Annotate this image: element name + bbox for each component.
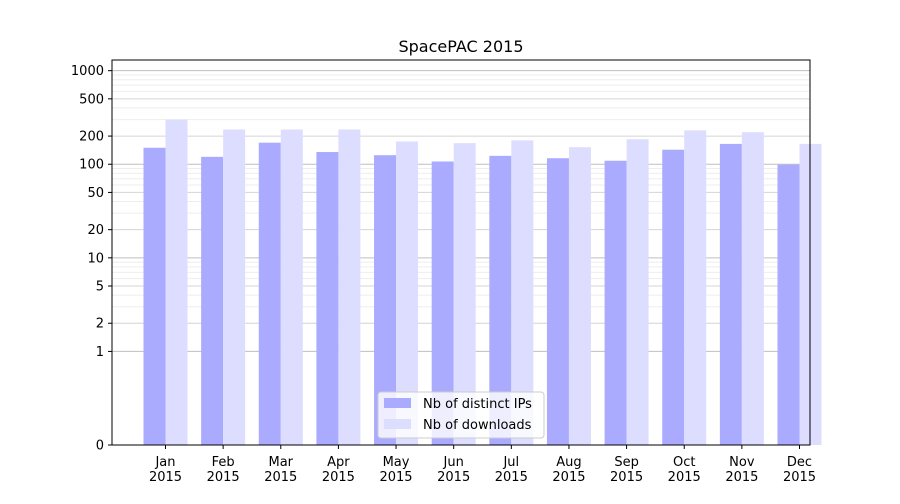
y-tick-label: 0 <box>96 439 104 454</box>
x-tick-label: Jul 2015 <box>495 455 528 485</box>
x-tick-month: Aug <box>556 455 581 470</box>
y-tick-label: 50 <box>87 186 104 201</box>
bar-distinct-ips <box>662 149 685 445</box>
y-tick-label: 5 <box>96 280 104 295</box>
bar-distinct-ips <box>431 161 454 445</box>
bar-downloads <box>741 132 764 445</box>
x-tick-year: 2015 <box>207 470 240 485</box>
y-tick-label: 1 <box>96 345 104 360</box>
legend-box <box>377 391 545 439</box>
bar-distinct-ips <box>201 156 224 446</box>
bar-distinct-ips <box>604 160 627 446</box>
x-tick-month: Dec <box>787 455 812 470</box>
bar-downloads <box>165 119 188 446</box>
y-tick-label: 1000 <box>71 64 104 79</box>
plot-frame <box>111 59 811 446</box>
x-tick-year: 2015 <box>322 470 355 485</box>
x-tick-year: 2015 <box>725 470 758 485</box>
legend: Nb of distinct IPs Nb of downloads <box>377 391 545 439</box>
x-tick-label: Feb 2015 <box>207 455 240 485</box>
x-tick-label: Apr 2015 <box>322 455 355 485</box>
legend-swatch-distinct-ips <box>384 398 411 408</box>
x-tick-month: Apr <box>327 455 350 470</box>
x-tick-year: 2015 <box>437 470 470 485</box>
bar-distinct-ips <box>777 164 800 445</box>
x-tick-label: Dec 2015 <box>783 455 816 485</box>
y-axis: 0 1 2 5 10 20 50 100 200 500 1000 <box>71 64 112 454</box>
x-tick-year: 2015 <box>783 470 816 485</box>
x-tick-year: 2015 <box>379 470 412 485</box>
bar-downloads <box>626 139 649 445</box>
x-tick-month: Jan <box>154 455 175 470</box>
y-tick-label: 200 <box>79 130 104 145</box>
bar-downloads <box>396 141 419 445</box>
bar-downloads <box>568 147 591 445</box>
bar-downloads <box>511 140 534 445</box>
bar-downloads <box>338 129 361 445</box>
x-tick-year: 2015 <box>495 470 528 485</box>
y-tick-label: 500 <box>79 92 104 107</box>
bar-downloads <box>453 143 476 445</box>
bar-distinct-ips <box>143 147 166 445</box>
bar-layer <box>143 119 822 446</box>
y-tick-label: 2 <box>96 317 104 332</box>
x-tick-label: Aug 2015 <box>552 455 585 485</box>
bar-downloads <box>223 129 246 445</box>
x-tick-month: Mar <box>269 455 294 470</box>
x-tick-label: Mar 2015 <box>264 455 297 485</box>
y-tick-label: 100 <box>79 158 104 173</box>
legend-label-distinct-ips: Nb of distinct IPs <box>423 397 532 412</box>
x-tick-label: Jun 2015 <box>437 455 470 485</box>
bar-downloads <box>280 129 303 445</box>
x-tick-month: Sep <box>614 455 639 470</box>
x-tick-month: May <box>383 455 410 470</box>
x-tick-label: Jan 2015 <box>149 455 182 485</box>
y-tick-label: 20 <box>87 223 104 238</box>
x-tick-year: 2015 <box>264 470 297 485</box>
x-tick-month: Feb <box>212 455 235 470</box>
bar-distinct-ips <box>374 155 397 445</box>
x-tick-year: 2015 <box>668 470 701 485</box>
legend-label-downloads: Nb of downloads <box>423 418 532 433</box>
x-tick-label: May 2015 <box>379 455 412 485</box>
x-tick-month: Oct <box>673 455 695 470</box>
bar-distinct-ips <box>719 143 742 445</box>
chart-title: SpacePAC 2015 <box>398 37 523 56</box>
x-tick-label: Sep 2015 <box>610 455 643 485</box>
bar-distinct-ips <box>316 152 339 445</box>
x-tick-month: Jun <box>443 455 464 470</box>
x-tick-label: Nov 2015 <box>725 455 758 485</box>
x-tick-month: Nov <box>729 455 755 470</box>
x-tick-year: 2015 <box>552 470 585 485</box>
bar-distinct-ips <box>489 155 512 445</box>
legend-swatch-downloads <box>384 419 411 429</box>
x-tick-month: Jul <box>502 455 519 470</box>
x-tick-year: 2015 <box>149 470 182 485</box>
bar-distinct-ips <box>546 158 569 446</box>
x-tick-label: Oct 2015 <box>668 455 701 485</box>
bar-downloads <box>684 130 707 446</box>
bar-distinct-ips <box>258 142 281 445</box>
x-tick-year: 2015 <box>610 470 643 485</box>
y-tick-label: 10 <box>87 251 104 266</box>
